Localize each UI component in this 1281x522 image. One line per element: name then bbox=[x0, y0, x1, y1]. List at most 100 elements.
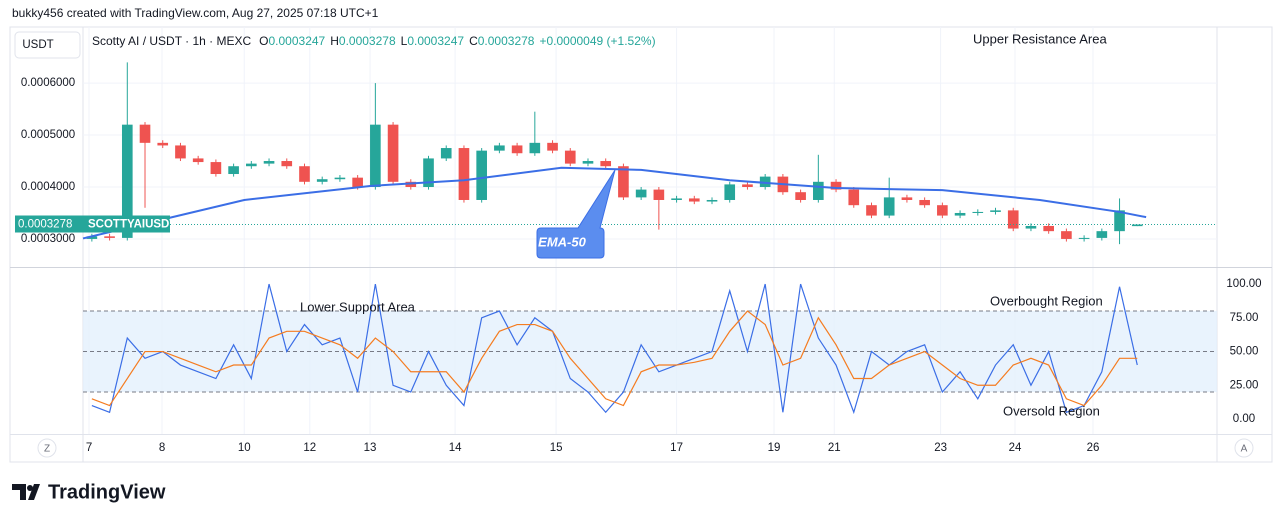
candle-body bbox=[494, 145, 505, 151]
ema-callout bbox=[536, 169, 616, 259]
candle-body bbox=[139, 124, 151, 143]
candle-body bbox=[582, 161, 594, 164]
candle-body bbox=[263, 161, 275, 164]
legend: Scotty AI / USDT · 1h · MEXC O0.0003247 H0… bbox=[92, 34, 656, 48]
candle-body bbox=[352, 177, 363, 187]
x-tick-label: 10 bbox=[238, 442, 251, 454]
frame bbox=[9, 26, 1273, 463]
ema-line bbox=[82, 166, 1147, 240]
candle-body bbox=[1131, 224, 1143, 227]
legend-item: 0.0003278 bbox=[478, 34, 535, 48]
candle-body bbox=[1114, 210, 1125, 232]
candle-body bbox=[600, 161, 612, 167]
x-tick-label: 23 bbox=[934, 442, 947, 454]
y-tick-label: 0.0005000 bbox=[21, 129, 75, 141]
x-tick-label: 7 bbox=[86, 442, 92, 454]
legend-item: O bbox=[259, 34, 268, 48]
candle-body bbox=[830, 181, 842, 190]
x-tick-label: 13 bbox=[364, 442, 377, 454]
logo-dot bbox=[27, 485, 33, 491]
x-tick-label: 21 bbox=[828, 442, 841, 454]
candle-body bbox=[157, 142, 169, 146]
legend-item: +0.0000049 (+1.52%) bbox=[539, 34, 655, 48]
candle-body bbox=[866, 205, 877, 216]
x-tick-label: 19 bbox=[768, 442, 781, 454]
candle-body bbox=[299, 166, 310, 182]
candle-body bbox=[813, 181, 824, 200]
last-price-box bbox=[15, 215, 170, 233]
y-tick-label: 0.00 bbox=[1233, 413, 1255, 425]
x-tick-label: 26 bbox=[1087, 442, 1100, 454]
candle-body bbox=[759, 176, 771, 187]
candle-body bbox=[883, 197, 895, 216]
candle-body bbox=[423, 158, 434, 187]
candle-body bbox=[706, 199, 718, 202]
candle-body bbox=[724, 184, 736, 200]
candle-body bbox=[937, 205, 948, 216]
candle-body bbox=[742, 184, 753, 187]
candle-body bbox=[848, 189, 860, 206]
candle-body bbox=[990, 210, 1001, 212]
candle-body bbox=[370, 124, 381, 187]
candle-body bbox=[387, 124, 399, 182]
candle-body bbox=[281, 161, 293, 167]
legend-item: L bbox=[401, 34, 408, 48]
auto-label[interactable]: A bbox=[1241, 444, 1248, 455]
indicator-line bbox=[91, 310, 1138, 407]
z-label[interactable]: Z bbox=[44, 444, 50, 455]
candle-body bbox=[192, 158, 204, 163]
candle-body bbox=[316, 179, 328, 182]
candle-body bbox=[618, 166, 629, 198]
candle-body bbox=[228, 166, 239, 175]
annotation: Oversold Region bbox=[1003, 403, 1100, 418]
candle-body bbox=[635, 189, 647, 198]
currency-button[interactable] bbox=[14, 31, 81, 59]
candle-body bbox=[529, 142, 541, 154]
brand: TradingView bbox=[48, 481, 166, 503]
candle-body bbox=[1025, 225, 1037, 229]
annotation: Upper Resistance Area bbox=[973, 31, 1107, 46]
legend-item: 0.0003247 bbox=[407, 34, 464, 48]
candle-body bbox=[972, 211, 984, 213]
watermark: bukky456 created with TradingView.com, A… bbox=[12, 6, 379, 20]
candle-body bbox=[564, 150, 576, 164]
logo-mark bbox=[12, 484, 40, 500]
candle-body bbox=[210, 162, 222, 175]
z-button[interactable] bbox=[37, 438, 57, 458]
legend-item: 0.0003247 bbox=[269, 34, 326, 48]
candle-body bbox=[795, 192, 806, 200]
y-tick-label: 100.00 bbox=[1226, 278, 1261, 290]
annotation: Overbought Region bbox=[990, 293, 1103, 308]
candle-body bbox=[671, 198, 682, 200]
x-tick-label: 24 bbox=[1009, 442, 1022, 454]
candle-body bbox=[458, 148, 470, 200]
symbol-label: SCOTTYAIUSDT bbox=[88, 219, 176, 231]
auto-button[interactable] bbox=[1234, 438, 1254, 458]
y-tick-label: 75.00 bbox=[1230, 312, 1259, 324]
candle-body bbox=[954, 212, 966, 216]
y-tick-label: 0.0006000 bbox=[21, 77, 75, 89]
candle-body bbox=[246, 163, 257, 167]
legend-item: 0.0003278 bbox=[339, 34, 396, 48]
last-price-label: 0.0003278 bbox=[18, 219, 72, 231]
candle-body bbox=[1096, 231, 1108, 238]
logo bbox=[12, 484, 40, 500]
candle-body bbox=[1007, 210, 1019, 229]
y-tick-label: 0.0003000 bbox=[21, 233, 75, 245]
annotation: Lower Support Area bbox=[300, 299, 416, 314]
x-tick-label: 14 bbox=[449, 442, 462, 454]
candle-body bbox=[688, 198, 700, 202]
candle-body bbox=[104, 236, 115, 238]
candle-body bbox=[175, 145, 186, 159]
legend-item: C bbox=[469, 34, 478, 48]
candle-body bbox=[121, 124, 133, 238]
y-tick-label: 0.0004000 bbox=[21, 181, 75, 193]
candle-body bbox=[511, 145, 523, 154]
candle-body bbox=[547, 142, 558, 151]
candle-body bbox=[86, 236, 98, 239]
candle-body bbox=[1043, 225, 1054, 232]
currency-label[interactable]: USDT bbox=[22, 39, 53, 51]
candle-body bbox=[1078, 237, 1090, 239]
legend-item: H bbox=[330, 34, 339, 48]
x-tick-label: 17 bbox=[670, 442, 683, 454]
